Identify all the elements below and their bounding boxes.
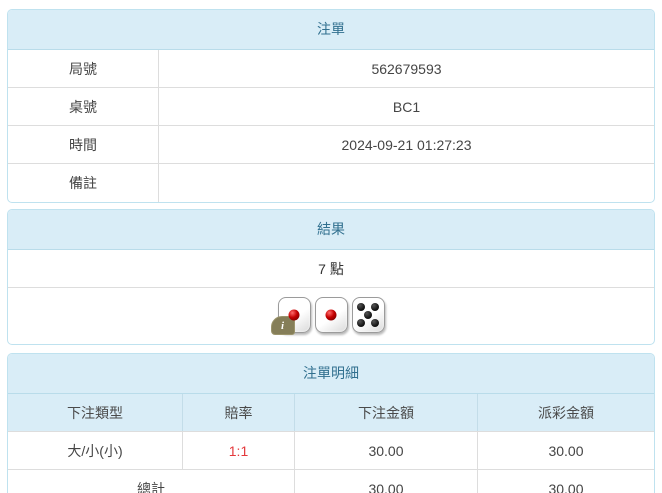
bet-detail-title: 注單明細: [8, 354, 654, 394]
remark-value: [158, 164, 654, 202]
row-remark: 備註: [8, 164, 654, 202]
total-payout: 30.00: [477, 470, 654, 493]
row-time: 時間 2024-09-21 01:27:23: [8, 126, 654, 164]
row-game-number: 局號 562679593: [8, 50, 654, 88]
die-pip: [356, 319, 365, 328]
total-bet-amount: 30.00: [294, 470, 477, 493]
total-label: 總計: [137, 481, 165, 493]
col-bet-type: 下注類型: [67, 404, 123, 421]
detail-total-row: 總計 30.00 30.00: [8, 470, 654, 493]
die-pip: [356, 302, 365, 311]
col-payout: 派彩金額: [477, 394, 654, 431]
payout-value: 30.00: [477, 432, 654, 469]
time-value: 2024-09-21 01:27:23: [158, 126, 654, 163]
bet-slip-title: 注單: [8, 10, 654, 50]
table-number-value: BC1: [158, 88, 654, 125]
die-pip: [371, 302, 380, 311]
col-bet-amount: 下注金額: [294, 394, 477, 431]
bet-slip-panel: 注單 局號 562679593 桌號 BC1 時間 2024-09-21 01:…: [7, 9, 655, 203]
bet-detail-panel: 注單明細 下注類型 賠率 下注金額 派彩金額 大/小(小) 1:1 30.00 …: [7, 353, 655, 493]
result-panel: 結果 7 點 i: [7, 209, 655, 345]
table-number-label: 桌號: [69, 98, 97, 115]
bet-amount-value: 30.00: [294, 432, 477, 469]
game-number-label: 局號: [69, 60, 97, 77]
row-table-number: 桌號 BC1: [8, 88, 654, 126]
dice-result: i: [8, 288, 654, 344]
info-icon[interactable]: i: [270, 316, 295, 335]
result-points: 7 點: [8, 250, 654, 288]
die-3-icon: [351, 297, 385, 333]
odds-value: 1:1: [182, 432, 294, 469]
time-label: 時間: [69, 136, 97, 153]
detail-header-row: 下注類型 賠率 下注金額 派彩金額: [8, 394, 654, 432]
die-pip: [371, 319, 380, 328]
die-2-icon: [314, 297, 348, 333]
col-odds: 賠率: [182, 394, 294, 431]
game-number-value: 562679593: [158, 50, 654, 87]
die-pip: [364, 311, 372, 319]
remark-label: 備註: [69, 175, 97, 191]
result-title: 結果: [8, 210, 654, 250]
die-1-icon: i: [270, 297, 311, 335]
die-pip: [325, 309, 337, 321]
detail-data-row: 大/小(小) 1:1 30.00 30.00: [8, 432, 654, 470]
die-pip: [288, 309, 300, 321]
bet-type-value: 大/小(小): [67, 442, 123, 459]
